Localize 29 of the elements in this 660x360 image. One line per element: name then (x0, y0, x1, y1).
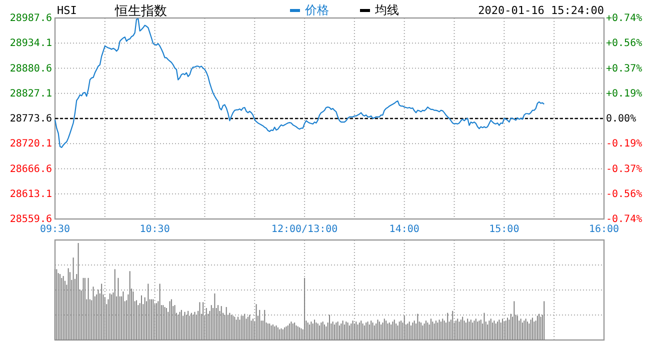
chart-title: 恒生指数 (114, 4, 167, 19)
y2-tick-label: +0.74% (606, 13, 642, 24)
text: 2020-01-16 15:24:00 (478, 4, 604, 17)
legend-label: 均线 (374, 3, 399, 17)
legend-label: 价格 (304, 3, 329, 17)
y-tick-label: 28827.1 (10, 88, 52, 100)
y2-tick-label: -0.56% (606, 188, 642, 200)
x-tick-label: 09:30 (40, 224, 70, 235)
y-tick-label: 28987.6 (10, 13, 52, 24)
y2-tick-label: -0.37% (606, 164, 642, 175)
y-tick-label: 28559.6 (10, 214, 52, 225)
y-tick-label: 28613.1 (10, 188, 52, 200)
y-tick-label: 28720.1 (10, 138, 52, 150)
x-tick-label: 14:00 (389, 224, 420, 235)
chart-subtitle: HSI (57, 4, 77, 17)
y2-tick-label: 0.00% (606, 114, 636, 124)
y-tick-label: 28666.6 (10, 164, 52, 175)
y-tick-label: 28880.6 (10, 63, 52, 74)
y-tick-label: 28773.6 (10, 114, 52, 124)
y-tick-label: 28934.1 (10, 38, 52, 50)
y2-tick-label: +0.19% (606, 88, 642, 100)
x-tick-label: 15:00 (489, 224, 520, 235)
y2-tick-label: +0.56% (606, 38, 642, 50)
y2-tick-label: +0.37% (606, 63, 642, 74)
y2-tick-label: -0.74% (606, 214, 642, 225)
x-tick-label: 10:30 (140, 224, 170, 235)
x-tick-label: 16:00 (588, 224, 620, 235)
x-tick-label: 12:00/13:00 (271, 224, 338, 235)
y2-tick-label: -0.19% (606, 138, 642, 150)
